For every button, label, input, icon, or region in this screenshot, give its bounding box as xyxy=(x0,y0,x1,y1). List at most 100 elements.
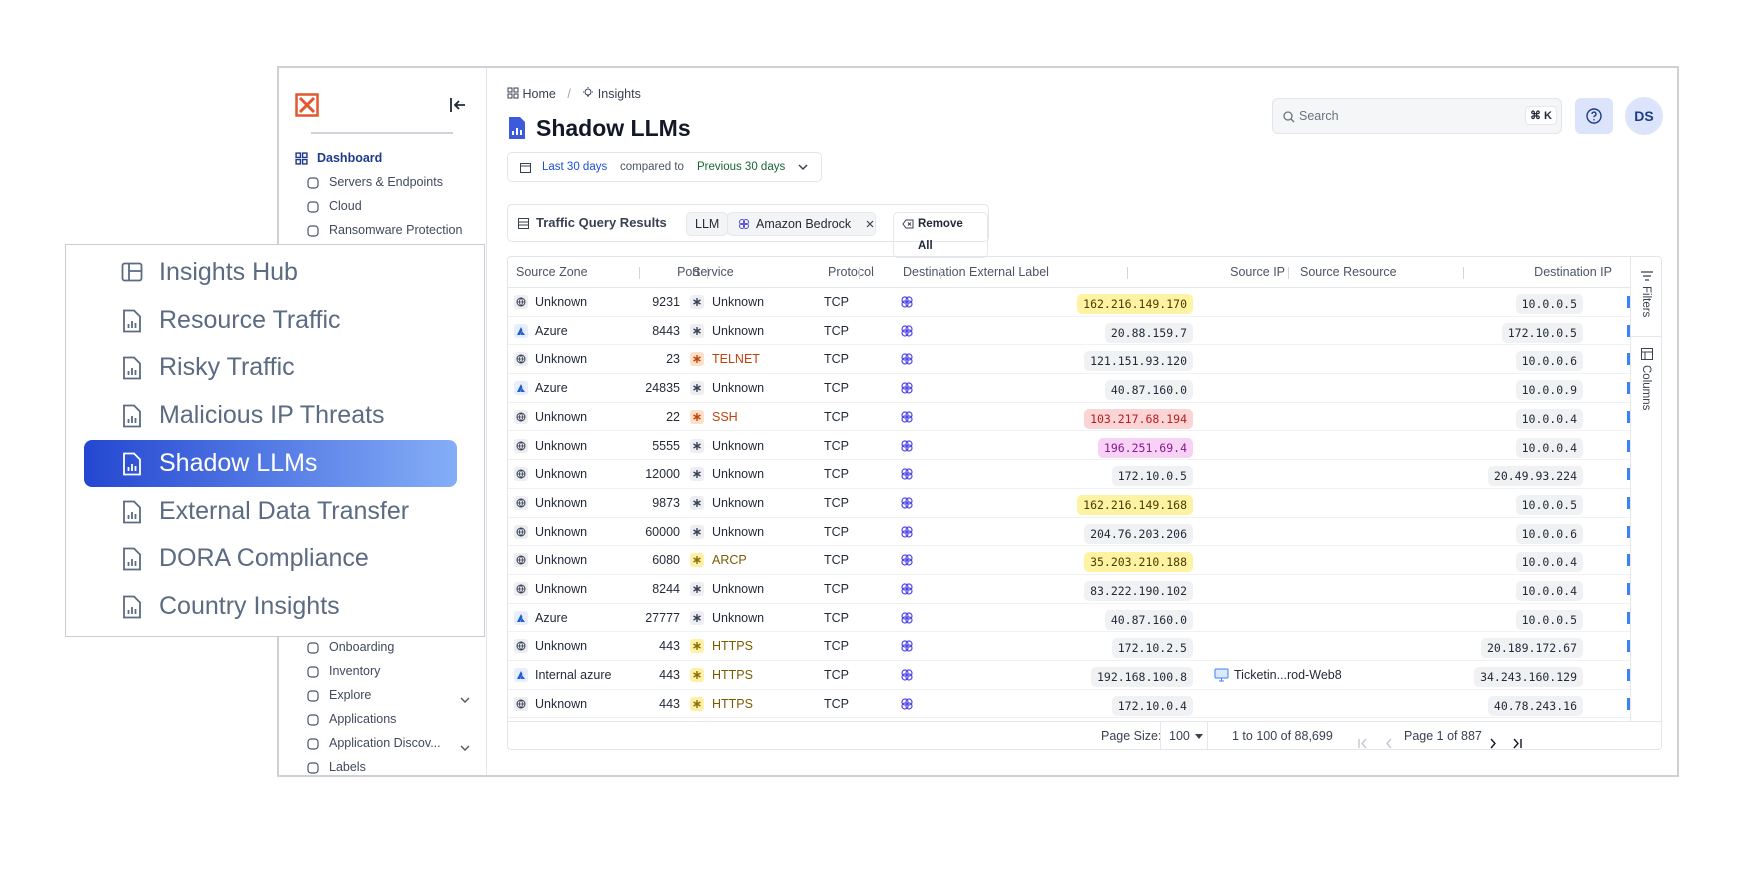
source-ip[interactable]: 196.251.69.4 xyxy=(1097,437,1193,458)
source-ip[interactable]: 40.87.160.0 xyxy=(1104,609,1193,630)
nav-item[interactable]: Onboarding xyxy=(329,640,395,654)
source-ip[interactable]: 192.168.100.8 xyxy=(1090,667,1193,688)
help-button[interactable] xyxy=(1575,98,1613,134)
service-icon xyxy=(690,409,704,429)
destination-ip[interactable]: 40.78.243.16 xyxy=(1487,695,1583,716)
nav-item[interactable]: Explore xyxy=(329,688,372,702)
source-ip[interactable]: 172.10.0.4 xyxy=(1111,695,1193,716)
column-header[interactable]: Protocol xyxy=(828,265,874,279)
source-ip[interactable]: 35.203.210.188 xyxy=(1084,552,1193,573)
source-ip[interactable]: 162.216.149.170 xyxy=(1077,294,1193,314)
destination-label-icon xyxy=(900,639,914,658)
table-row[interactable]: Azure 24835 Unknown TCP 40.87.160.0 10.0.0.9 xyxy=(508,374,1630,403)
menu-item[interactable]: DORA Compliance xyxy=(84,535,457,582)
table-row[interactable]: Unknown 12000 Unknown TCP 172.10.0.5 20.49.93… xyxy=(508,460,1630,489)
collapse-button[interactable] xyxy=(449,96,467,114)
menu-item[interactable]: Risky Traffic xyxy=(84,344,457,391)
avatar[interactable]: DS xyxy=(1625,97,1663,135)
date-filter[interactable]: Last 30 days compared to Previous 30 day… xyxy=(507,152,822,182)
table-row[interactable]: Unknown 8244 Unknown TCP 83.222.190.102 10.0.… xyxy=(508,575,1630,604)
table-row[interactable]: Unknown 5555 Unknown TCP 196.251.69.4 10.0.0.… xyxy=(508,432,1630,461)
breadcrumb-home[interactable]: Home xyxy=(522,87,556,101)
source-ip[interactable]: 204.76.203.206 xyxy=(1084,523,1193,544)
table-row[interactable]: Unknown 6080 ARCP TCP 35.203.210.188 10.0.0.4 xyxy=(508,546,1630,575)
nav-item[interactable]: Application Discov... xyxy=(329,736,441,750)
table-row[interactable]: Unknown 22 SSH TCP 103.217.68.194 10.0.0.4 xyxy=(508,403,1630,432)
source-ip[interactable]: 83.222.190.102 xyxy=(1084,581,1193,601)
destination-ip[interactable]: 10.0.0.6 xyxy=(1515,351,1583,372)
menu-label: Shadow LLMs xyxy=(159,448,318,477)
destination-ip[interactable]: 10.0.0.5 xyxy=(1515,494,1583,515)
table-row[interactable]: Unknown 23 TELNET TCP 121.151.93.120 10.0.0.6 xyxy=(508,345,1630,375)
column-header[interactable]: Source Zone xyxy=(516,265,588,279)
menu-item[interactable]: Country Insights xyxy=(84,583,457,630)
source-ip[interactable]: 172.10.2.5 xyxy=(1111,638,1193,659)
table-row[interactable]: Unknown 443 HTTPS TCP 172.10.2.5 20.189.172.6… xyxy=(508,632,1630,662)
destination-ip[interactable]: 10.0.0.9 xyxy=(1515,380,1583,401)
nav-item[interactable]: Labels xyxy=(329,760,366,774)
menu-item[interactable]: Malicious IP Threats xyxy=(84,392,457,439)
destination-ip[interactable]: 20.49.93.224 xyxy=(1487,466,1583,487)
destination-ip[interactable]: 20.189.172.67 xyxy=(1480,638,1583,659)
menu-item[interactable]: External Data Transfer xyxy=(84,488,457,535)
destination-ip[interactable]: 10.0.0.4 xyxy=(1515,437,1583,458)
destination-ip[interactable]: 10.0.0.6 xyxy=(1515,523,1583,544)
destination-ip[interactable]: 10.0.0.5 xyxy=(1515,294,1583,314)
filter-chip[interactable]: Amazon Bedrock xyxy=(727,212,877,236)
page-size-select[interactable]: 100 xyxy=(1160,722,1208,749)
source-zone: Unknown xyxy=(535,295,588,309)
nav-item[interactable]: Ransomware Protection xyxy=(329,223,463,237)
table-row[interactable]: Unknown 443 HTTPS TCP 172.10.0.4 40.78.243.16 xyxy=(508,690,1630,719)
column-header[interactable]: Service xyxy=(692,265,734,279)
nav-item[interactable]: Applications xyxy=(329,712,397,726)
column-header[interactable]: Port xyxy=(677,265,700,279)
table-row[interactable]: Unknown 9873 Unknown TCP 162.216.149.168 10.0… xyxy=(508,489,1630,518)
port: 9231 xyxy=(652,295,680,309)
nav-item[interactable]: Dashboard xyxy=(317,151,383,165)
zone-icon-svg xyxy=(514,553,528,568)
table-row[interactable]: Azure 27777 Unknown TCP 40.87.160.0 10.0.0.5 xyxy=(508,604,1630,633)
table-row[interactable]: Unknown 9231 Unknown TCP 162.216.149.170 10.0… xyxy=(508,288,1630,317)
table-row[interactable]: Internal azure 443 HTTPS TCP 192.168.100.8 Ti… xyxy=(508,661,1630,690)
chip-remove[interactable] xyxy=(866,220,874,228)
source-ip[interactable]: 121.151.93.120 xyxy=(1084,351,1193,372)
protocol: TCP xyxy=(824,495,849,510)
menu-item[interactable]: Shadow LLMs xyxy=(84,439,457,487)
protocol: TCP xyxy=(824,553,849,568)
port: 60000 xyxy=(645,524,680,539)
column-header[interactable]: Source IP xyxy=(1230,265,1285,279)
side-tab[interactable]: Filters xyxy=(1640,286,1652,318)
nav-item[interactable]: Cloud xyxy=(329,199,362,213)
remove-all-button[interactable]: Remove All xyxy=(893,212,988,258)
column-header[interactable]: Source Resource xyxy=(1300,265,1397,279)
source-zone: Unknown xyxy=(535,553,588,568)
destination-ip[interactable]: 172.10.0.5 xyxy=(1501,322,1583,343)
source-ip[interactable]: 40.87.160.0 xyxy=(1104,380,1193,401)
destination-label-icon xyxy=(900,467,914,486)
destination-ip[interactable]: 34.243.160.129 xyxy=(1474,667,1583,688)
breadcrumb-current[interactable]: Insights xyxy=(597,87,641,101)
nav-item[interactable]: Servers & Endpoints xyxy=(329,175,443,189)
side-tab[interactable]: Columns xyxy=(1640,365,1652,411)
destination-ip[interactable]: 10.0.0.4 xyxy=(1515,408,1583,429)
source-zone: Unknown xyxy=(535,438,588,453)
column-header[interactable]: Destination IP xyxy=(1534,265,1612,279)
table-row[interactable]: Azure 8443 Unknown TCP 20.88.159.7 172.10.0.5 xyxy=(508,317,1630,346)
source-ip[interactable]: 20.88.159.7 xyxy=(1104,322,1193,343)
zone-icon xyxy=(514,582,528,601)
source-ip[interactable]: 172.10.0.5 xyxy=(1111,466,1193,487)
destination-ip[interactable]: 10.0.0.4 xyxy=(1515,581,1583,601)
table-row[interactable]: Unknown 60000 Unknown TCP 204.76.203.206 10.0… xyxy=(508,518,1630,547)
filter-chip[interactable]: LLM xyxy=(686,212,729,236)
source-resource[interactable]: Ticketin...rod-Web8 xyxy=(1234,668,1342,683)
destination-ip[interactable]: 10.0.0.4 xyxy=(1515,552,1583,573)
source-ip[interactable]: 103.217.68.194 xyxy=(1084,408,1193,429)
search-box[interactable]: Search ⌘ K xyxy=(1272,98,1562,134)
menu-item[interactable]: Insights Hub xyxy=(84,249,457,296)
nav-item[interactable]: Inventory xyxy=(329,664,381,678)
column-header[interactable]: Destination External Label xyxy=(903,265,1049,279)
service-icon-svg xyxy=(690,495,704,510)
destination-ip[interactable]: 10.0.0.5 xyxy=(1515,609,1583,630)
source-ip[interactable]: 162.216.149.168 xyxy=(1077,494,1193,515)
menu-item[interactable]: Resource Traffic xyxy=(84,297,457,344)
